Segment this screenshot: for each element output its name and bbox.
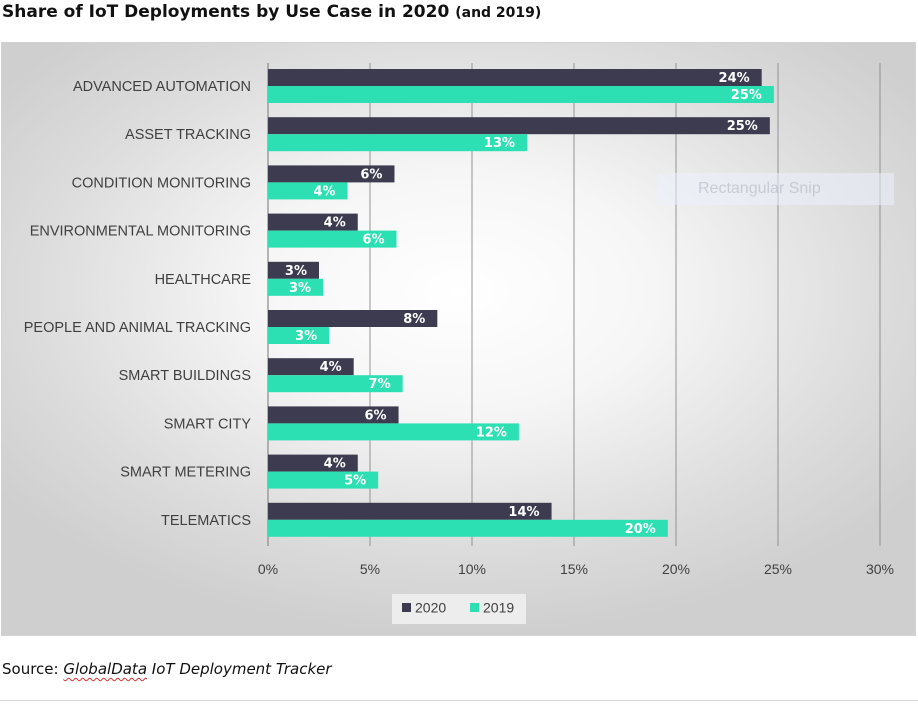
source-rest: IoT Deployment Tracker	[147, 660, 332, 678]
bar-2019	[268, 278, 324, 296]
category-label: ADVANCED AUTOMATION	[73, 79, 251, 95]
legend-swatch-2019	[470, 603, 479, 612]
category-label: TELEMATICS	[161, 513, 251, 529]
chart-title-main: Share of IoT Deployments by Use Case in …	[2, 2, 450, 22]
source-prefix: Source:	[2, 660, 64, 678]
chart-area: 0% 5% 10% 15% 20% 25% 30% ADVANCED AUTOMATION 24…	[1, 42, 916, 636]
legend-label-2019: 2019	[483, 600, 514, 616]
bar-2019	[268, 86, 774, 103]
bar-2020	[268, 454, 358, 472]
bar-2019	[268, 519, 668, 537]
bar-2020	[268, 261, 319, 279]
data-label-2019: 4%	[313, 184, 335, 199]
divider	[0, 700, 918, 701]
data-label-2019: 6%	[362, 233, 384, 248]
category-label: ENVIRONMENTAL MONITORING	[30, 224, 251, 240]
x-tick-label: 0%	[258, 561, 278, 577]
data-label-2020: 6%	[364, 408, 386, 423]
data-label-2020: 3%	[285, 264, 307, 279]
legend-label-2020: 2020	[415, 600, 446, 616]
category-label: SMART CITY	[164, 416, 252, 432]
x-tick-label: 5%	[360, 561, 380, 577]
bar-2019	[268, 327, 330, 344]
source-name: GlobalData	[63, 660, 148, 678]
legend-box	[392, 594, 526, 624]
data-label-2020: 8%	[403, 312, 425, 327]
data-label-2020: 14%	[508, 505, 539, 520]
data-label-2019: 20%	[625, 522, 656, 537]
bar-2019	[268, 471, 379, 489]
bar-2019	[268, 375, 403, 393]
bar-2019	[268, 230, 397, 248]
category-label: HEALTHCARE	[155, 272, 252, 288]
data-label-2019: 7%	[369, 377, 391, 392]
bar-2020	[268, 406, 399, 424]
legend-swatch-2020	[402, 603, 411, 612]
x-tick-label: 10%	[458, 561, 486, 577]
category-label: SMART BUILDINGS	[119, 368, 251, 384]
x-tick-label: 30%	[866, 561, 894, 577]
chart-title: Share of IoT Deployments by Use Case in …	[2, 2, 541, 22]
chart-title-sub: (and 2019)	[455, 5, 542, 21]
x-tick-label: 25%	[764, 561, 792, 577]
bar-2019	[268, 423, 519, 441]
data-label-2020: 4%	[324, 457, 346, 472]
bar-2019	[268, 182, 348, 200]
x-tick-label: 15%	[560, 561, 588, 577]
data-label-2019: 12%	[476, 425, 507, 440]
data-label-2020: 4%	[320, 360, 342, 375]
data-label-2019: 3%	[295, 329, 317, 344]
bar-2020	[268, 213, 358, 231]
data-label-2020: 6%	[360, 167, 382, 182]
x-tick-label: 20%	[662, 561, 690, 577]
bar-2020	[268, 165, 395, 183]
bar-chart: 0% 5% 10% 15% 20% 25% 30% ADVANCED AUTOMATION 24…	[24, 63, 894, 624]
bar-2020	[268, 69, 762, 86]
data-label-2019: 25%	[731, 88, 762, 103]
category-label: CONDITION MONITORING	[72, 175, 251, 191]
source-note: Source: GlobalData IoT Deployment Tracke…	[2, 660, 332, 678]
category-label: SMART METERING	[120, 465, 251, 481]
data-label-2019: 5%	[344, 474, 366, 489]
snip-watermark: Rectangular Snip	[658, 173, 894, 205]
category-label: PEOPLE AND ANIMAL TRACKING	[24, 320, 251, 336]
data-label-2019: 3%	[289, 281, 311, 296]
bar-2020	[268, 117, 770, 135]
data-label-2020: 25%	[727, 119, 758, 134]
bar-2020	[268, 502, 552, 520]
data-label-2019: 13%	[484, 136, 515, 151]
bar-2019	[268, 134, 528, 152]
bar-2020	[268, 358, 354, 376]
bar-2020	[268, 310, 438, 327]
data-label-2020: 4%	[324, 216, 346, 231]
category-label: ASSET TRACKING	[125, 127, 251, 143]
data-label-2020: 24%	[719, 71, 750, 86]
